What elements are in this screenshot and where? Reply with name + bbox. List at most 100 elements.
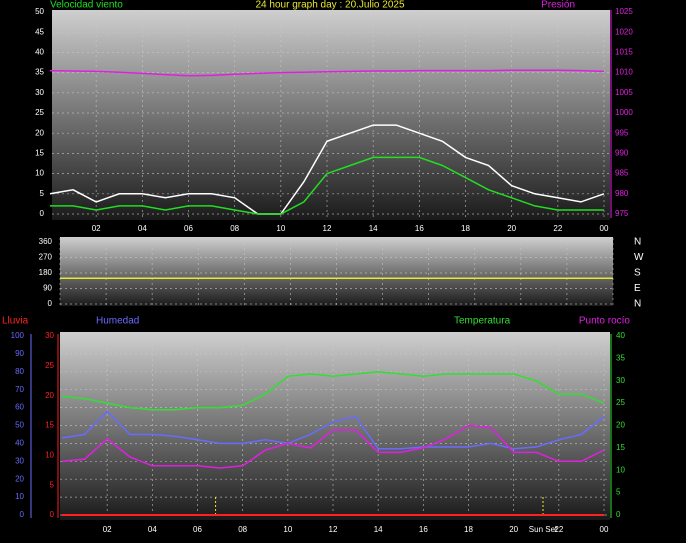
series-line <box>49 124 605 215</box>
x-tick-label: 12 <box>329 525 338 534</box>
y-tick-label: 30 <box>35 88 44 97</box>
series-line <box>49 69 605 77</box>
y2-tick-label: 985 <box>615 169 629 178</box>
y2-tick-label: 5 <box>616 488 621 497</box>
x-tick-label: 20 <box>509 525 518 534</box>
y2-tick-label: 1025 <box>615 7 633 16</box>
chart-title: 24 hour graph day : 20.Julio 2025 <box>256 0 405 11</box>
y-tick-label: 40 <box>15 439 24 448</box>
x-tick-label: 02 <box>92 224 101 233</box>
y-tick-label: 15 <box>35 149 44 158</box>
y2-tick-label: N <box>634 237 641 248</box>
y-tick-label: 0 <box>20 510 25 519</box>
series-label: Presión <box>541 0 575 11</box>
y2-tick-label: 0 <box>616 510 621 519</box>
x-tick-label: 02 <box>103 525 112 534</box>
y-tick-label: 35 <box>35 68 44 77</box>
series-line <box>61 424 605 469</box>
y2-tick-label: 40 <box>616 331 625 340</box>
x-tick-label: 04 <box>148 525 157 534</box>
y2-tick-label: 30 <box>616 376 625 385</box>
y2-tick-label: S <box>634 268 641 279</box>
y3-tick-label: 15 <box>45 421 54 430</box>
y2-tick-label: 1020 <box>615 27 633 36</box>
y3-tick-label: 10 <box>45 450 54 459</box>
y-tick-label: 270 <box>39 253 53 262</box>
x-tick-label: 04 <box>138 224 147 233</box>
y-tick-label: 40 <box>35 48 44 57</box>
x-tick-label: 14 <box>369 224 378 233</box>
x-tick-label: 06 <box>193 525 202 534</box>
y-tick-label: 0 <box>40 209 45 218</box>
x-tick-label: 06 <box>184 224 193 233</box>
x-tick-label: 10 <box>283 525 292 534</box>
y2-tick-label: 1000 <box>615 108 633 117</box>
y3-tick-label: 5 <box>50 480 55 489</box>
x-tick-label: 16 <box>415 224 424 233</box>
y2-tick-label: 35 <box>616 353 625 362</box>
y-tick-label: 100 <box>11 331 25 340</box>
y3-tick-label: 25 <box>45 361 54 370</box>
y2-tick-label: W <box>634 252 644 263</box>
series-label: Velocidad viento <box>50 0 123 11</box>
series-line <box>61 410 605 450</box>
y-tick-label: 45 <box>35 27 44 36</box>
series-label: Temperatura <box>454 316 511 327</box>
plot-area <box>60 332 610 520</box>
y2-tick-label: 1015 <box>615 48 633 57</box>
y-tick-label: 50 <box>15 421 24 430</box>
y-tick-label: 70 <box>15 385 24 394</box>
y-tick-label: 360 <box>39 237 53 246</box>
x-tick-label: 00 <box>600 224 609 233</box>
y2-tick-label: 15 <box>616 443 625 452</box>
series-label: Humedad <box>96 316 139 327</box>
y-tick-label: 50 <box>35 7 44 16</box>
y-tick-label: 90 <box>15 349 24 358</box>
series-line <box>50 156 604 215</box>
y-tick-label: 90 <box>43 284 52 293</box>
x-tick-label: 12 <box>323 224 332 233</box>
y-tick-label: 30 <box>15 456 24 465</box>
y3-tick-label: 0 <box>50 510 55 519</box>
y-tick-label: 60 <box>15 403 24 412</box>
x-tick-label: 08 <box>230 224 239 233</box>
y2-tick-label: N <box>634 299 641 310</box>
y-tick-label: 25 <box>35 108 44 117</box>
x-tick-label: 18 <box>461 224 470 233</box>
y-tick-label: 0 <box>48 299 53 308</box>
y-tick-label: 180 <box>39 268 53 277</box>
y3-tick-label: 30 <box>45 331 54 340</box>
y2-tick-label: 980 <box>615 189 629 198</box>
x-tick-label: 18 <box>464 525 473 534</box>
y2-tick-label: 990 <box>615 149 629 158</box>
plot-area <box>52 10 610 220</box>
annotation: Sun Set <box>529 525 558 534</box>
y2-tick-label: 1010 <box>615 68 633 77</box>
plot-area <box>60 237 613 306</box>
x-tick-label: 08 <box>238 525 247 534</box>
y2-tick-label: E <box>634 283 641 294</box>
y-tick-label: 5 <box>40 189 45 198</box>
series-label: Punto rocío <box>579 316 631 327</box>
x-tick-label: 00 <box>600 525 609 534</box>
series-line <box>61 371 605 411</box>
x-tick-label: 10 <box>276 224 285 233</box>
y-tick-label: 10 <box>35 169 44 178</box>
y2-tick-label: 25 <box>616 398 625 407</box>
x-tick-label: 14 <box>374 525 383 534</box>
series-label: Lluvia <box>2 316 29 327</box>
x-tick-label: 22 <box>553 224 562 233</box>
y2-tick-label: 975 <box>615 209 629 218</box>
y-tick-label: 10 <box>15 492 24 501</box>
x-tick-label: 20 <box>507 224 516 233</box>
y2-tick-label: 1005 <box>615 88 633 97</box>
y-tick-label: 80 <box>15 367 24 376</box>
x-tick-label: 16 <box>419 525 428 534</box>
y-tick-label: 20 <box>15 474 24 483</box>
y-tick-label: 20 <box>35 128 44 137</box>
y3-tick-label: 20 <box>45 391 54 400</box>
y2-tick-label: 10 <box>616 465 625 474</box>
x-tick-label: 22 <box>554 525 563 534</box>
